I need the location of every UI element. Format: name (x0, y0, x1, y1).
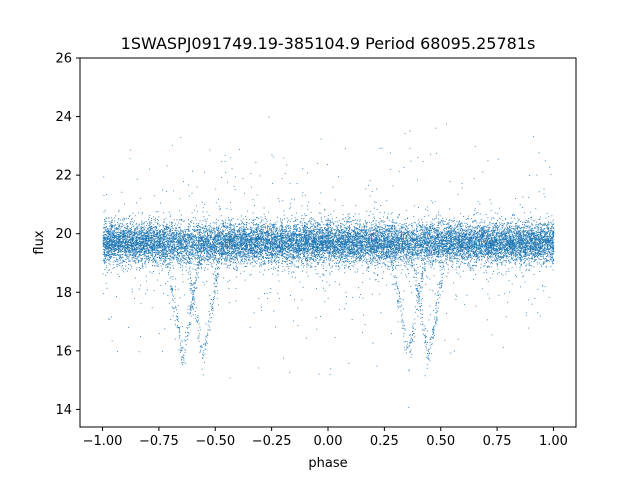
x-tick-label: 0.00 (314, 434, 343, 449)
x-axis-label: phase (308, 456, 347, 471)
x-axis-ticks: −1.00 −0.75 −0.50 −0.25 0.00 0.25 0.50 0.75 1.00 (83, 427, 568, 449)
x-tick-label: 0.25 (370, 434, 399, 449)
y-tick-label: 22 (55, 169, 72, 184)
y-tick-label: 20 (55, 227, 72, 242)
y-tick-label: 24 (55, 110, 72, 125)
scatter-points (103, 117, 555, 408)
x-tick-label: 1.00 (539, 434, 568, 449)
x-tick-label: −1.00 (83, 434, 123, 449)
x-tick-label: −0.50 (195, 434, 235, 449)
y-tick-label: 18 (55, 286, 72, 301)
x-tick-label: −0.25 (252, 434, 292, 449)
y-axis-label: flux (32, 230, 47, 254)
x-tick-label: 0.75 (483, 434, 512, 449)
y-tick-label: 16 (55, 344, 72, 359)
y-axis-ticks: 14 16 18 20 22 24 26 (55, 52, 80, 418)
y-tick-label: 14 (55, 403, 72, 418)
chart-title: 1SWASPJ091749.19-385104.9 Period 68095.2… (121, 34, 536, 53)
x-tick-label: 0.50 (426, 434, 455, 449)
x-tick-label: −0.75 (139, 434, 179, 449)
y-tick-label: 26 (55, 52, 72, 67)
